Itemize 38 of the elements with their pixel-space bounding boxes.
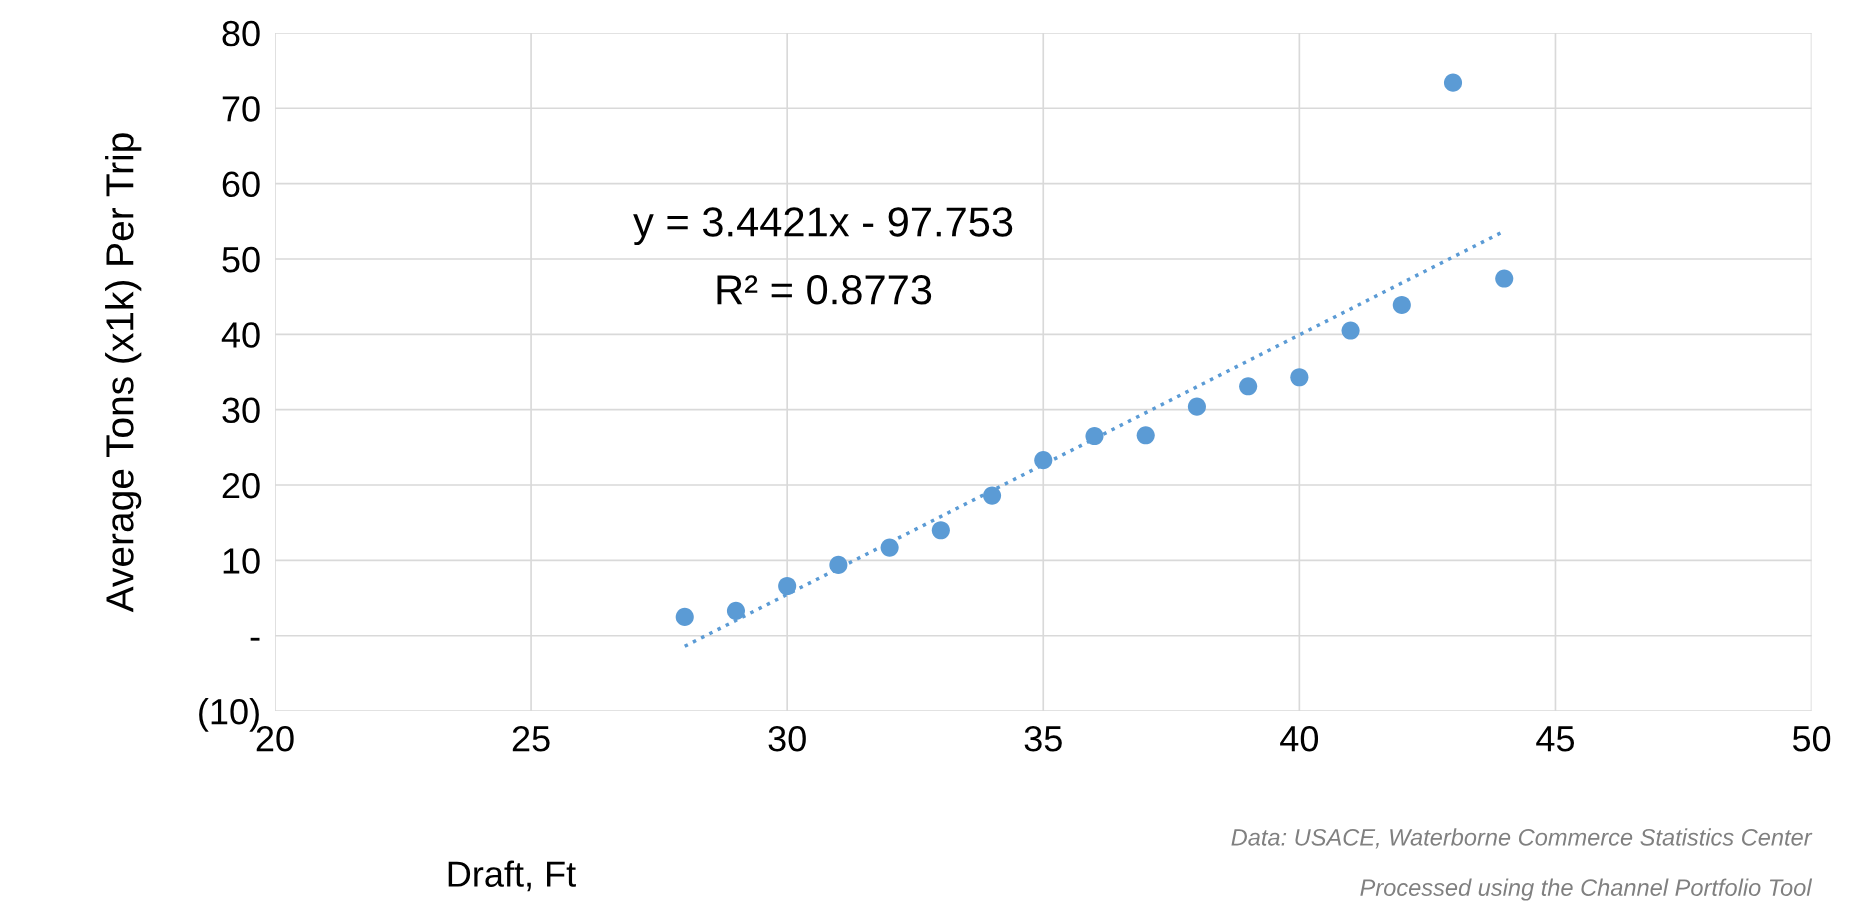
- x-tick-label: 25: [512, 725, 550, 752]
- y-tick-label: 80: [222, 20, 260, 47]
- point: [726, 601, 746, 620]
- y-tick-label: 70: [222, 96, 260, 122]
- point: [778, 576, 797, 596]
- point: [982, 486, 1002, 505]
- y-tick-label: 60: [222, 171, 260, 198]
- annotation: y = 3.4421x - 97.753: [633, 207, 1013, 246]
- point: [1085, 426, 1104, 446]
- x-tick-label: 35: [1024, 725, 1062, 752]
- x-tick-label: 40: [1280, 725, 1319, 752]
- point: [829, 555, 848, 574]
- point: [1341, 321, 1360, 340]
- x-tick-label: 50: [1792, 725, 1831, 752]
- x-axis-title: Draft, Ft: [448, 860, 576, 892]
- y-tick-label: 30: [222, 397, 260, 424]
- x-tick-label: 30: [768, 725, 806, 752]
- point: [1187, 397, 1206, 416]
- text: Data: USACE, Waterborne Commerce Statistics Center: [1231, 828, 1813, 849]
- annotation: R² = 0.8773: [717, 275, 932, 305]
- point: [675, 607, 694, 626]
- point: [1136, 426, 1155, 445]
- y-tick-label: 50: [222, 246, 260, 273]
- point: [1392, 295, 1411, 314]
- point: [1290, 368, 1309, 387]
- x-tick-label: 45: [1536, 726, 1575, 752]
- point: [1034, 451, 1053, 470]
- text: Processed using the Channel Portfolio Tool: [1360, 878, 1813, 901]
- point: [1443, 73, 1463, 92]
- point: [1239, 377, 1258, 396]
- y-tick-label: -: [250, 637, 260, 641]
- point: [931, 521, 950, 540]
- y-tick-label: 20: [222, 472, 260, 499]
- point: [880, 538, 899, 557]
- y-tick-label: 40: [221, 322, 260, 348]
- y-axis-title: Average Tons (x1k) Per Trip: [105, 133, 142, 613]
- y-tick-label: 10: [223, 548, 260, 574]
- point: [1495, 269, 1514, 288]
